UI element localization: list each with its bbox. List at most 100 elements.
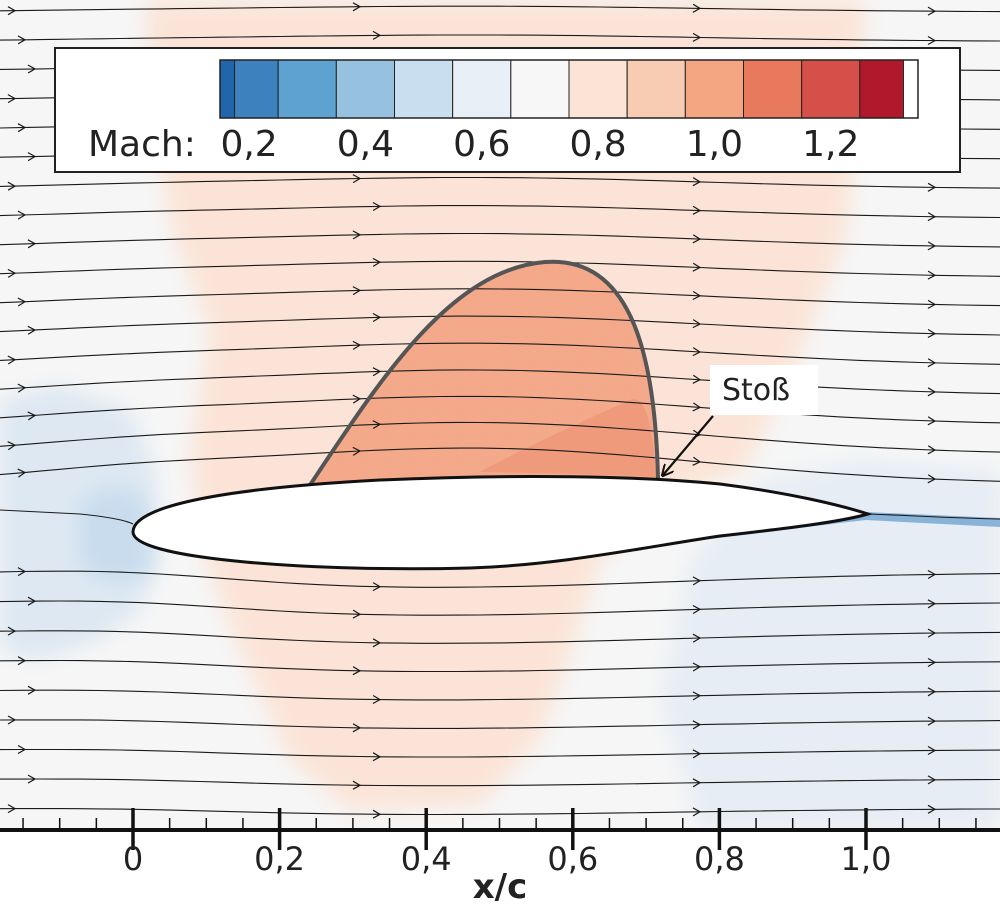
streamline-arrow <box>17 383 27 393</box>
colorbar-tick-label: 0,8 <box>569 124 626 165</box>
streamline-arrow <box>352 780 362 790</box>
streamline-arrow <box>372 201 382 212</box>
x-axis-tick-label: 0,8 <box>694 840 745 878</box>
streamline <box>0 600 1000 616</box>
streamline-arrow <box>927 6 937 16</box>
contour-region-subsonic-stagnation <box>80 489 150 581</box>
streamline-arrow <box>692 374 702 384</box>
x-axis-panel <box>0 830 1000 913</box>
streamline <box>0 570 1000 588</box>
streamline-arrow <box>927 775 937 785</box>
streamline-arrow <box>692 262 702 272</box>
streamline-arrow <box>692 662 702 672</box>
streamline <box>0 719 1000 729</box>
colorbar-tick-label: 0,2 <box>220 124 277 165</box>
streamline <box>0 659 1000 673</box>
streamline <box>0 630 1000 644</box>
colorbar-cell <box>394 59 454 119</box>
x-axis-tick-label: 0,4 <box>401 840 452 878</box>
streamline-arrow <box>927 416 937 426</box>
streamline-arrow <box>692 720 702 730</box>
streamline-arrow <box>7 804 17 814</box>
colorbar-cell <box>219 59 236 119</box>
streamline-arrow <box>927 628 937 638</box>
streamline-arrow <box>692 319 702 329</box>
colorbar-tick-labels: 0,2 0,4 0,6 0,8 1,0 1,2 <box>220 124 859 165</box>
streamline-arrow <box>7 715 17 725</box>
mach-contour-field <box>0 0 1000 830</box>
colorbar-cell <box>568 59 628 119</box>
streamline-arrow <box>27 152 37 162</box>
colorbar-cell <box>626 59 686 119</box>
streamline-arrow <box>692 778 702 788</box>
streamline-arrow <box>372 582 382 592</box>
colorbar-cell <box>452 59 512 119</box>
streamline-arrow <box>927 35 937 46</box>
contour-region-subsonic-downstream <box>660 460 1000 830</box>
streamline-arrow <box>17 210 27 220</box>
streamline-arrow <box>372 809 382 819</box>
x-axis-tick-labels: 0 0,2 0,4 0,6 0,8 1,0 <box>123 840 892 878</box>
streamline-arrow <box>352 609 362 619</box>
streamline-arrow <box>692 633 702 643</box>
x-axis-minor-ticks <box>22 818 977 830</box>
streamline-arrow <box>352 666 362 676</box>
x-axis-tick-label: 0,6 <box>547 840 598 878</box>
colorbar <box>219 59 919 119</box>
colorbar-legend: Mach: 0,2 0,4 0,6 0,8 1,0 1,2 <box>54 47 961 173</box>
streamline <box>0 34 1000 42</box>
streamline-arrow <box>692 347 702 357</box>
streamline-arrow <box>927 270 937 280</box>
colorbar-cell <box>859 59 904 119</box>
streamline-arrow <box>7 626 17 636</box>
sonic-line <box>308 259 660 487</box>
streamline-arrow <box>692 749 702 759</box>
streamline <box>0 808 1000 816</box>
streamline <box>0 315 1000 336</box>
streamline-arrow <box>927 687 937 697</box>
streamline-arrow <box>692 456 702 466</box>
streamline-arrow <box>692 32 702 42</box>
x-axis-tick-label: 0,2 <box>254 840 305 878</box>
colorbar-tick-label: 0,4 <box>337 124 394 165</box>
streamline <box>0 748 1000 758</box>
streamline-arrow <box>17 468 27 478</box>
streamline-arrow <box>7 181 17 191</box>
x-axis-title: x/c <box>473 867 528 907</box>
streamline-wake <box>867 513 1000 520</box>
colorbar-cell <box>335 59 396 119</box>
streamline-arrow <box>27 64 37 74</box>
streamline-arrow <box>927 328 937 339</box>
colorbar-cell <box>234 59 279 119</box>
streamline-arrow <box>927 358 937 368</box>
streamline <box>0 395 1000 424</box>
colorbar-label: Mach: <box>88 124 196 165</box>
colorbar-tick-label: 0,6 <box>453 124 510 165</box>
streamline-arrow <box>692 402 702 412</box>
streamline-arrow <box>352 446 362 456</box>
streamline-arrow <box>372 367 382 377</box>
streamline-arrow <box>692 205 702 215</box>
streamline-arrow <box>352 340 362 350</box>
streamline <box>0 5 1000 13</box>
x-axis-tick-label: 1,0 <box>841 840 892 878</box>
x-axis-major-ticks <box>131 808 868 850</box>
streamline-arrow <box>927 716 937 726</box>
streamline-arrow <box>17 567 27 577</box>
streamline-arrow <box>927 599 937 609</box>
streamline-arrow <box>27 325 37 335</box>
streamline <box>0 369 1000 395</box>
streamline-arrow <box>7 268 17 278</box>
streamline-arrow <box>692 576 702 586</box>
colorbar-cell <box>801 59 861 119</box>
streamline-arrow <box>927 212 937 222</box>
streamline-arrow <box>372 30 382 40</box>
streamline-arrow <box>7 94 17 104</box>
streamline-arrow <box>927 387 937 397</box>
streamline-arrow <box>372 257 382 267</box>
streamline-arrow <box>927 569 937 580</box>
streamline-arrow <box>27 239 37 249</box>
streamline <box>0 447 1000 482</box>
colorbar-tick-label: 1,0 <box>686 124 743 165</box>
